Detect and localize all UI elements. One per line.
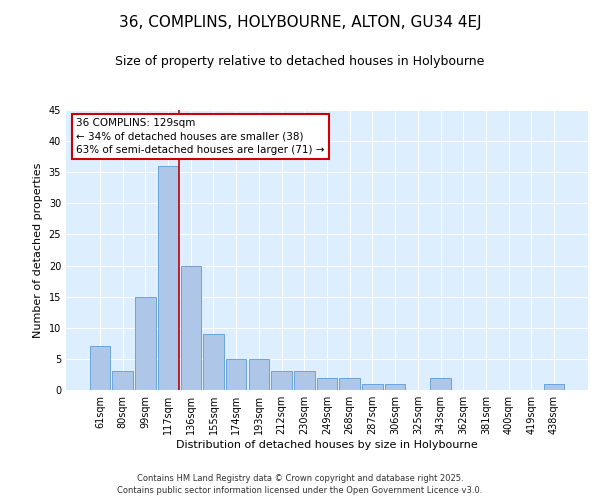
Bar xyxy=(135,296,155,390)
Text: 36, COMPLINS, HOLYBOURNE, ALTON, GU34 4EJ: 36, COMPLINS, HOLYBOURNE, ALTON, GU34 4E… xyxy=(119,15,481,30)
Bar xyxy=(248,359,269,390)
Bar xyxy=(294,372,314,390)
Bar xyxy=(158,166,178,390)
Bar xyxy=(181,266,201,390)
Bar xyxy=(544,384,564,390)
Text: Contains HM Land Registry data © Crown copyright and database right 2025.
Contai: Contains HM Land Registry data © Crown c… xyxy=(118,474,482,495)
Bar xyxy=(362,384,383,390)
Bar xyxy=(112,372,133,390)
Bar xyxy=(203,334,224,390)
Bar xyxy=(226,359,247,390)
Bar xyxy=(340,378,360,390)
Bar xyxy=(271,372,292,390)
Bar xyxy=(317,378,337,390)
Bar xyxy=(385,384,406,390)
Bar xyxy=(430,378,451,390)
X-axis label: Distribution of detached houses by size in Holybourne: Distribution of detached houses by size … xyxy=(176,440,478,450)
Y-axis label: Number of detached properties: Number of detached properties xyxy=(33,162,43,338)
Bar xyxy=(90,346,110,390)
Text: 36 COMPLINS: 129sqm
← 34% of detached houses are smaller (38)
63% of semi-detach: 36 COMPLINS: 129sqm ← 34% of detached ho… xyxy=(76,118,325,155)
Text: Size of property relative to detached houses in Holybourne: Size of property relative to detached ho… xyxy=(115,55,485,68)
